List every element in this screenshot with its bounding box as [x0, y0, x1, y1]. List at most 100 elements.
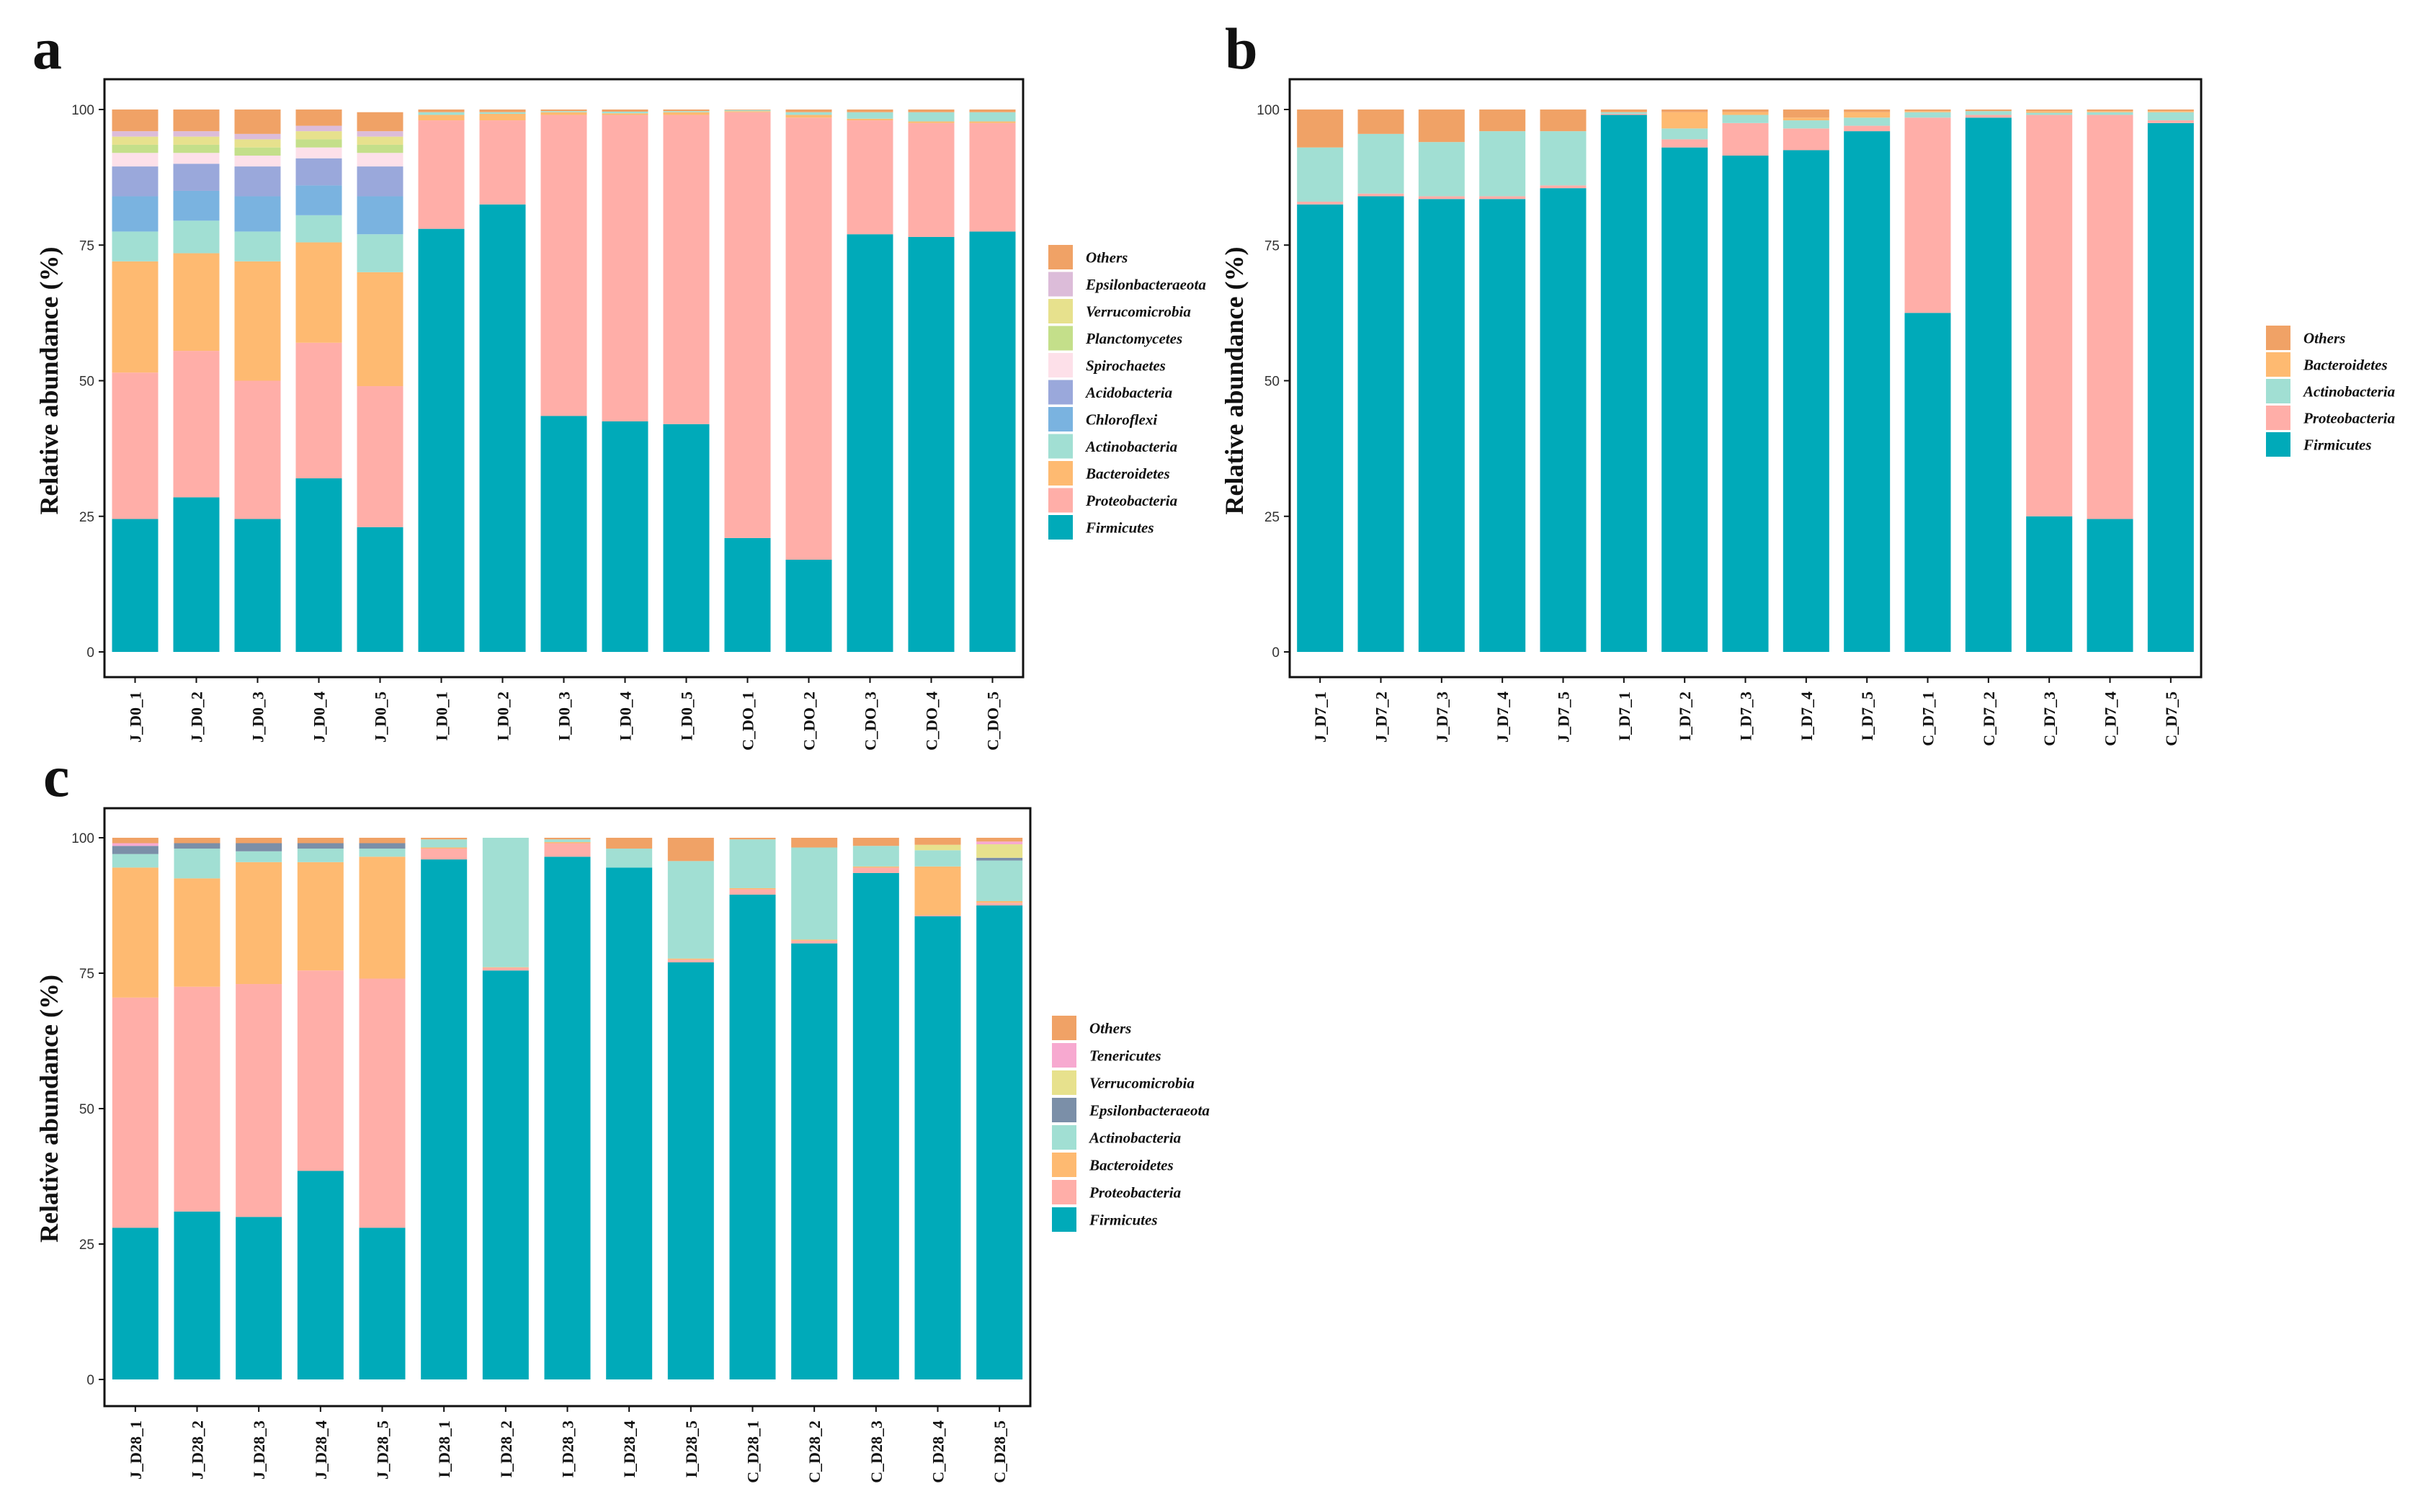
legend: Others Tenericutes Verrucomicrobia Epsilonb… [1052, 1016, 1210, 1232]
bar-segment-proteobacteria-c_do_1 [724, 112, 771, 538]
bar-segment-bacteroidetes-c_d7_4 [2087, 111, 2133, 112]
bar-segment-others-j_d0_5 [357, 112, 403, 132]
legend-label-firmicutes: Firmicutes [1085, 519, 1154, 536]
plot-frame [103, 78, 1025, 679]
legend-label-bacteroidetes: Bacteroidetes [1089, 1156, 1174, 1173]
bar-segment-firmicutes-j_d28_4 [297, 1171, 344, 1379]
bar-segment-actinobacteria-i_d0_4 [602, 112, 648, 114]
bar-segment-others-i_d7_3 [1722, 109, 1769, 112]
bar-segment-proteobacteria-c_do_2 [785, 117, 832, 560]
bar-segment-tenericutes-j_d28_1 [112, 843, 159, 846]
legend-swatch-chloroflexi [1048, 407, 1073, 431]
bar-segment-proteobacteria-i_d0_4 [602, 115, 648, 421]
bar-segment-bacteroidetes-i_d7_4 [1783, 117, 1829, 121]
bar-segment-actinobacteria-c_d28_2 [791, 847, 838, 940]
y-tick-label: 0 [86, 645, 94, 661]
bar-segment-bacteroidetes-i_d0_5 [663, 112, 710, 115]
bar-segment-spirochaetes-j_d0_4 [295, 147, 342, 158]
bar-segment-others-i_d0_3 [540, 109, 587, 112]
bar-segment-bacteroidetes-j_d0_2 [173, 253, 220, 352]
bar-segment-actinobacteria-c_d7_1 [1904, 112, 1951, 118]
plot-frame [103, 807, 1032, 1408]
bar-segment-others-i_d7_2 [1661, 109, 1708, 112]
legend-swatch-others [1048, 245, 1073, 269]
bar-segment-proteobacteria-c_d28_2 [791, 940, 838, 944]
y-tick-label: 75 [1264, 238, 1280, 254]
bar-segment-firmicutes-j_d7_3 [1418, 199, 1465, 652]
panel-label: a [32, 16, 62, 81]
bar-segment-actinobacteria-c_do_3 [847, 112, 893, 119]
legend-label-acidobacteria: Acidobacteria [1084, 384, 1172, 401]
x-tick-label: I_D0_2 [494, 692, 512, 741]
bar-segment-spirochaetes-j_d0_2 [173, 153, 220, 164]
y-tick-label: 0 [1272, 645, 1280, 661]
bar-segment-firmicutes-j_d0_3 [234, 519, 281, 652]
bar-segment-chloroflexi-j_d0_3 [234, 196, 281, 232]
bar-segment-firmicutes-j_d0_5 [357, 527, 403, 652]
bar-segment-others-c_d7_2 [1965, 109, 2012, 112]
bar-segment-epsilonbacteraeota-j_d28_4 [297, 843, 344, 849]
bar-segment-firmicutes-j_d0_2 [173, 497, 220, 652]
x-tick-label: J_D28_5 [374, 1421, 392, 1480]
bar-segment-epsilonbacteraeota-j_d28_5 [359, 843, 406, 849]
y-axis-title: Relative abundance (%) [1220, 247, 1249, 515]
bar-segment-firmicutes-c_d28_2 [791, 943, 838, 1379]
y-tick-label: 100 [1257, 103, 1280, 118]
bar-segment-proteobacteria-i_d7_1 [1600, 114, 1647, 115]
bar-segment-firmicutes-i_d0_1 [418, 228, 465, 652]
bar-segment-proteobacteria-j_d0_1 [112, 372, 159, 519]
bar-segment-bacteroidetes-c_d28_2 [791, 939, 838, 941]
bar-segment-bacteroidetes-j_d28_3 [236, 862, 282, 985]
bar-segment-bacteroidetes-i_d7_2 [1661, 112, 1708, 129]
bar-segment-proteobacteria-i_d7_5 [1844, 125, 1891, 132]
bar-segment-verrucomicrobia-c_d28_5 [976, 844, 1023, 858]
bar-segment-epsilonbacteraeota-j_d28_2 [174, 843, 220, 849]
bar-segment-actinobacteria-j_d28_5 [359, 849, 406, 857]
bar-segment-proteobacteria-c_d28_1 [729, 889, 776, 895]
bar-segment-proteobacteria-c_do_4 [908, 122, 955, 237]
bar-segment-bacteroidetes-j_d0_4 [295, 242, 342, 343]
bar-segment-proteobacteria-c_d7_4 [2087, 115, 2133, 519]
bar-segment-actinobacteria-c_d28_3 [852, 846, 899, 867]
bar-segment-actinobacteria-i_d0_2 [479, 112, 526, 115]
bar-segment-bacteroidetes-j_d28_1 [112, 867, 159, 998]
legend-swatch-spirochaetes [1048, 353, 1073, 377]
bar-segment-actinobacteria-i_d7_4 [1783, 120, 1829, 129]
bar-segment-others-i_d28_5 [667, 838, 714, 862]
bar-segment-firmicutes-i_d28_3 [544, 856, 591, 1379]
bar-segment-firmicutes-i_d28_4 [606, 867, 653, 1379]
x-tick-label: C_DO_3 [862, 692, 880, 751]
bar-segment-others-c_d28_5 [976, 838, 1023, 842]
bar-segment-firmicutes-c_d7_1 [1904, 313, 1951, 653]
legend-swatch-proteobacteria [1052, 1180, 1076, 1204]
legend-label-verrucomicrobia: Verrucomicrobia [1086, 303, 1191, 320]
bar-segment-actinobacteria-j_d28_2 [174, 849, 220, 879]
bar-segment-proteobacteria-i_d0_2 [479, 120, 526, 205]
bar-segment-others-i_d0_4 [602, 109, 648, 112]
bar-segment-chloroflexi-j_d0_2 [173, 190, 220, 221]
x-tick-label: J_D28_2 [189, 1421, 207, 1480]
legend-label-others: Others [1086, 249, 1128, 266]
bar-segment-actinobacteria-j_d7_2 [1357, 133, 1404, 194]
bar-segment-verrucomicrobia-j_d0_3 [234, 139, 281, 148]
bar-segment-proteobacteria-c_d7_2 [1965, 115, 2012, 118]
x-tick-label: I_D28_4 [620, 1421, 638, 1477]
bar-segment-firmicutes-i_d0_2 [479, 204, 526, 652]
bar-segment-proteobacteria-c_d28_3 [852, 867, 899, 873]
bars [1297, 109, 2194, 653]
bar-segment-bacteroidetes-j_d28_2 [174, 878, 220, 987]
bar-segment-firmicutes-c_do_5 [969, 231, 1016, 652]
legend-swatch-planctomycetes [1048, 326, 1073, 351]
bar-segment-others-j_d0_1 [112, 109, 159, 132]
bar-segment-others-j_d7_5 [1540, 109, 1587, 132]
bar-segment-bacteroidetes-c_d7_3 [2026, 111, 2073, 113]
x-tick-label: J_D28_4 [312, 1421, 330, 1480]
bar-segment-proteobacteria-c_d7_5 [2147, 120, 2194, 123]
bar-segment-firmicutes-c_do_1 [724, 537, 771, 652]
legend-swatch-others [1052, 1016, 1076, 1040]
bar-segment-epsilonbacteraeota-j_d28_3 [236, 843, 282, 851]
bar-segment-proteobacteria-j_d7_1 [1297, 202, 1344, 205]
bar-segment-firmicutes-c_d7_3 [2026, 516, 2073, 652]
bar-segment-firmicutes-i_d7_4 [1783, 150, 1829, 653]
